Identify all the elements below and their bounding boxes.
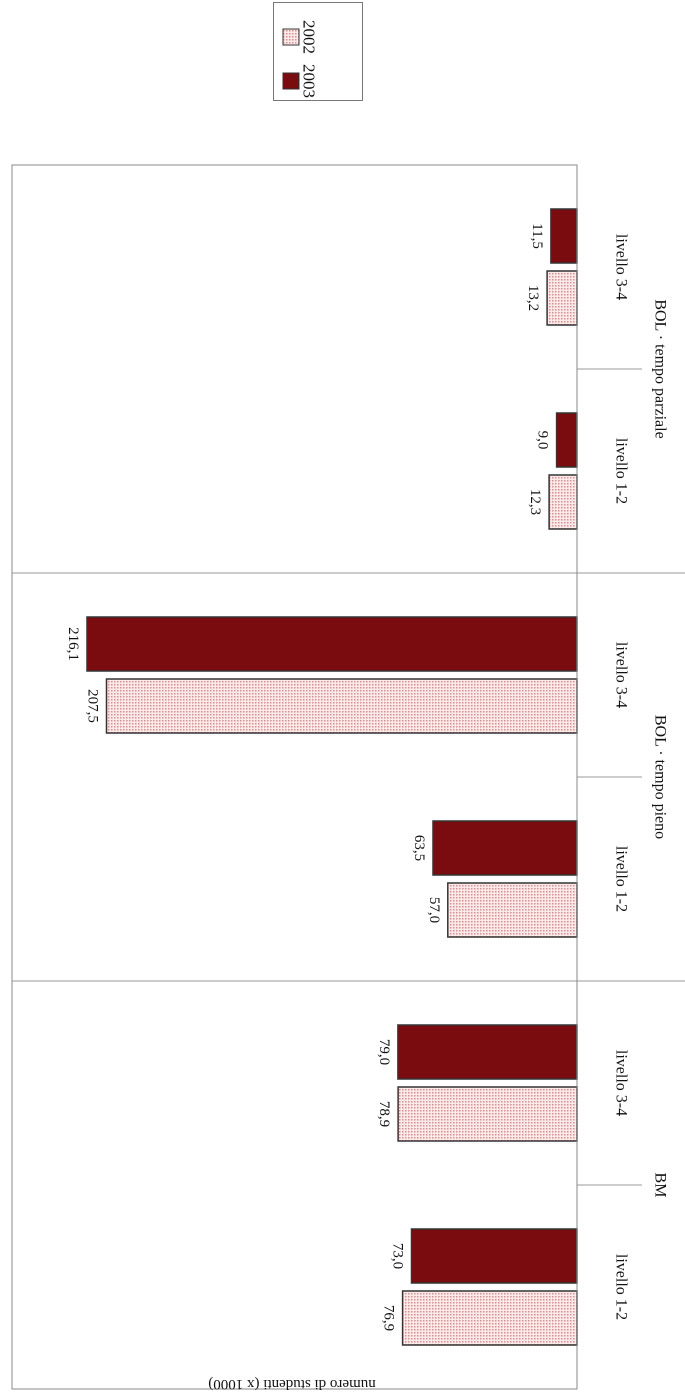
bar-2002-2 [397,1086,578,1142]
y-axis-label: numero di studenti (x 1000) [208,1376,375,1392]
data-label-2003-1: 73,0 [390,1243,406,1269]
bar-2002-1 [401,1290,578,1346]
plot-frame [11,164,578,1390]
legend-svg: 2002 2003 [282,20,319,98]
category-label-2: livello 3-4 [613,1050,630,1116]
data-label-2003-5: 9,0 [535,431,551,450]
bar-2002-5 [548,474,578,530]
bar-2002-6 [546,270,578,326]
bar-2003-5 [555,412,578,468]
legend-swatch-2002 [282,28,300,46]
group-label-2: BOL · tempo pieno [652,715,669,839]
bar-2002-4 [105,678,578,734]
data-label-2003-4: 216,1 [65,627,81,661]
data-label-2003-6: 11,5 [529,223,545,249]
bar-2002-3 [447,882,578,938]
data-label-2002-6: 13,2 [525,285,541,311]
group-label-3: BOL · tempo parziale [652,299,669,438]
category-label-4: livello 3-4 [613,642,630,708]
data-label-2002-1: 76,9 [381,1305,397,1331]
category-label-1: livello 1-2 [613,1254,630,1320]
legend: 2002 2003 [273,2,363,101]
legend-label-2003: 2003 [300,64,319,98]
legend-label-2002: 2002 [300,20,319,54]
category-label-3: livello 1-2 [613,846,630,912]
data-label-2003-3: 63,5 [411,835,427,861]
data-label-2002-4: 207,5 [85,689,101,723]
bar-2003-2 [397,1024,578,1080]
category-label-5: livello 1-2 [613,438,630,504]
bars-layer [12,165,685,1389]
data-label-2003-2: 79,0 [376,1039,392,1065]
labels-layer: 76,9 73,0 livello 1-2 78,9 79,0 livello 3-4 57… [65,223,669,1331]
bar-2003-1 [410,1228,578,1284]
data-label-2002-3: 57,0 [426,897,442,923]
legend-swatch-2003 [282,72,300,90]
bar-2003-4 [86,616,578,672]
bar-2003-6 [550,208,578,264]
category-label-6: livello 3-4 [613,234,630,300]
data-label-2002-5: 12,3 [527,489,543,515]
data-label-2002-2: 78,9 [376,1101,392,1127]
group-label-1: BM [652,1173,669,1198]
bar-2003-3 [432,820,578,876]
